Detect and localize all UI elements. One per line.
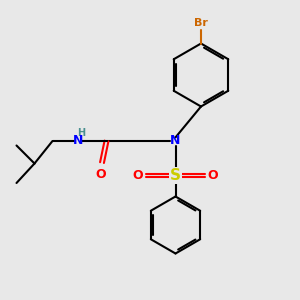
Text: N: N <box>170 134 181 148</box>
Text: S: S <box>170 168 181 183</box>
Text: Br: Br <box>194 19 208 28</box>
Text: O: O <box>133 169 143 182</box>
Text: O: O <box>95 168 106 181</box>
Text: O: O <box>208 169 218 182</box>
Text: N: N <box>73 134 83 148</box>
Text: H: H <box>77 128 86 139</box>
